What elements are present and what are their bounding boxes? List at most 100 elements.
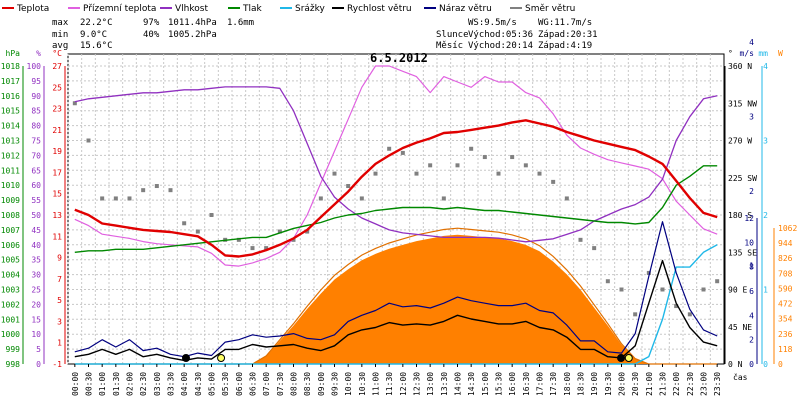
humidity-unit-label: % <box>36 49 41 58</box>
pressure-tick-label: 1009 <box>1 196 20 205</box>
humidity-tick-label: 50 <box>31 211 41 220</box>
wind-direction-point <box>359 196 364 201</box>
humidity-tick-label: 85 <box>31 107 41 116</box>
wind-direction-point <box>687 312 692 317</box>
stat-max-rain: 1.6mm <box>227 18 254 28</box>
sun-set: Západ:20:31 <box>538 30 598 40</box>
wind-direction-point <box>510 155 515 160</box>
wind-direction-point <box>564 196 569 201</box>
rain-tick-label: 1 <box>763 286 768 295</box>
temperature-tick-label: 15 <box>52 190 62 199</box>
x-tick-label: 07:30 <box>276 372 285 396</box>
humidity-tick-label: 100 <box>27 62 42 71</box>
wind-direction-point <box>414 171 419 176</box>
x-tick-label: 01:00 <box>98 372 107 396</box>
wind-speed-tick-label: 0 <box>749 360 754 369</box>
wind-direction-point <box>605 279 610 284</box>
stat-max-press: 1011.4hPa <box>168 18 217 28</box>
x-axis-label: čas <box>733 372 748 382</box>
x-tick-label: 07:00 <box>262 372 271 396</box>
x-tick-label: 11:00 <box>372 372 381 396</box>
sun-moon-markers <box>181 354 633 362</box>
x-tick-label: 11:30 <box>385 372 394 396</box>
solar-tick-label: 826 <box>778 254 793 263</box>
axes: 9989991000100110021003100410051006100710… <box>1 38 798 396</box>
pressure-tick-label: 1018 <box>1 62 20 71</box>
humidity-tick-label: 90 <box>31 92 41 101</box>
direction-tick-label: 315 NW <box>728 99 757 108</box>
x-tick-label: 08:30 <box>303 372 312 396</box>
series-line-tlak <box>74 165 718 253</box>
legend-label-5: Rychlost větru <box>347 4 412 14</box>
x-tick-label: 02:00 <box>126 372 135 396</box>
x-tick-label: 23:00 <box>700 372 709 396</box>
wind-direction-point <box>318 196 323 201</box>
x-tick-label: 22:30 <box>686 372 695 396</box>
pressure-tick-label: 999 <box>6 345 21 354</box>
pressure-tick-label: 998 <box>6 360 21 369</box>
x-tick-label: 06:00 <box>235 372 244 396</box>
wind-direction-point <box>277 229 282 234</box>
x-tick-label: 09:00 <box>317 372 326 396</box>
wind-direction-point <box>332 171 337 176</box>
wind-direction-point <box>455 163 460 168</box>
wind-direction-point <box>86 138 91 143</box>
x-tick-label: 12:00 <box>399 372 408 396</box>
wind-speed-tick-label: 10 <box>744 238 754 247</box>
wind-speed-tick-label: 2 <box>749 336 754 345</box>
solar-tick-label: 236 <box>778 330 793 339</box>
x-tick-label: 14:00 <box>454 372 463 396</box>
direction-tick-label: 180 S <box>728 211 752 220</box>
wind-direction-point <box>154 184 159 189</box>
x-tick-label: 13:00 <box>426 372 435 396</box>
temperature-tick-label: 3 <box>57 317 62 326</box>
sunrise-marker <box>217 354 226 362</box>
pressure-tick-label: 1010 <box>1 181 20 190</box>
wind-speed-upper-tick-label: 2 <box>749 187 754 196</box>
legend-label-3: Tlak <box>242 4 263 14</box>
humidity-tick-label: 30 <box>31 271 41 280</box>
rain-tick-label: 2 <box>763 211 768 220</box>
pressure-tick-label: 1012 <box>1 151 20 160</box>
stat-min-label: min <box>52 30 68 40</box>
x-tick-label: 03:30 <box>167 372 176 396</box>
wind-direction-point <box>592 246 597 251</box>
x-tick-label: 06:30 <box>249 372 258 396</box>
x-tick-label: 15:00 <box>481 372 490 396</box>
wind-direction-point <box>264 246 269 251</box>
wind-direction-point <box>551 179 556 184</box>
wind-direction-point <box>469 146 474 151</box>
temperature-tick-label: 5 <box>57 296 62 305</box>
temperature-tick-label: 19 <box>52 147 62 156</box>
x-tick-label: 05:00 <box>208 372 217 396</box>
legend-label-6: Náraz větru <box>439 4 492 14</box>
wind-direction-point <box>195 229 200 234</box>
wind-direction-point <box>633 312 638 317</box>
legend-label-0: Teplota <box>16 4 49 14</box>
temperature-tick-label: -1 <box>52 360 62 369</box>
direction-tick-label: 45 NE <box>728 323 752 332</box>
humidity-tick-label: 25 <box>31 286 41 295</box>
wind-direction-point <box>646 270 651 275</box>
rain-tick-label: 0 <box>763 360 768 369</box>
series-line-rychlost-v-tru <box>74 259 718 362</box>
x-tick-label: 02:30 <box>139 372 148 396</box>
wind-direction-point <box>674 304 679 309</box>
humidity-tick-label: 75 <box>31 137 41 146</box>
solar-unit-label: W <box>778 49 783 58</box>
x-tick-label: 10:30 <box>358 372 367 396</box>
wind-speed-upper-tick-label: 1 <box>749 262 754 271</box>
temperature-unit-label: °C <box>52 49 62 58</box>
wind-direction-point <box>209 213 214 217</box>
direction-tick-label: 225 SW <box>728 174 757 183</box>
x-tick-label: 19:00 <box>590 372 599 396</box>
x-tick-label: 00:30 <box>85 372 94 396</box>
wind-direction-point <box>537 171 542 176</box>
temperature-tick-label: 1 <box>57 339 62 348</box>
direction-tick-label: 360 N <box>728 62 752 71</box>
pressure-tick-label: 1004 <box>1 271 20 280</box>
rain-tick-label: 4 <box>763 62 768 71</box>
x-tick-label: 04:00 <box>180 372 189 396</box>
pressure-tick-label: 1008 <box>1 211 20 220</box>
